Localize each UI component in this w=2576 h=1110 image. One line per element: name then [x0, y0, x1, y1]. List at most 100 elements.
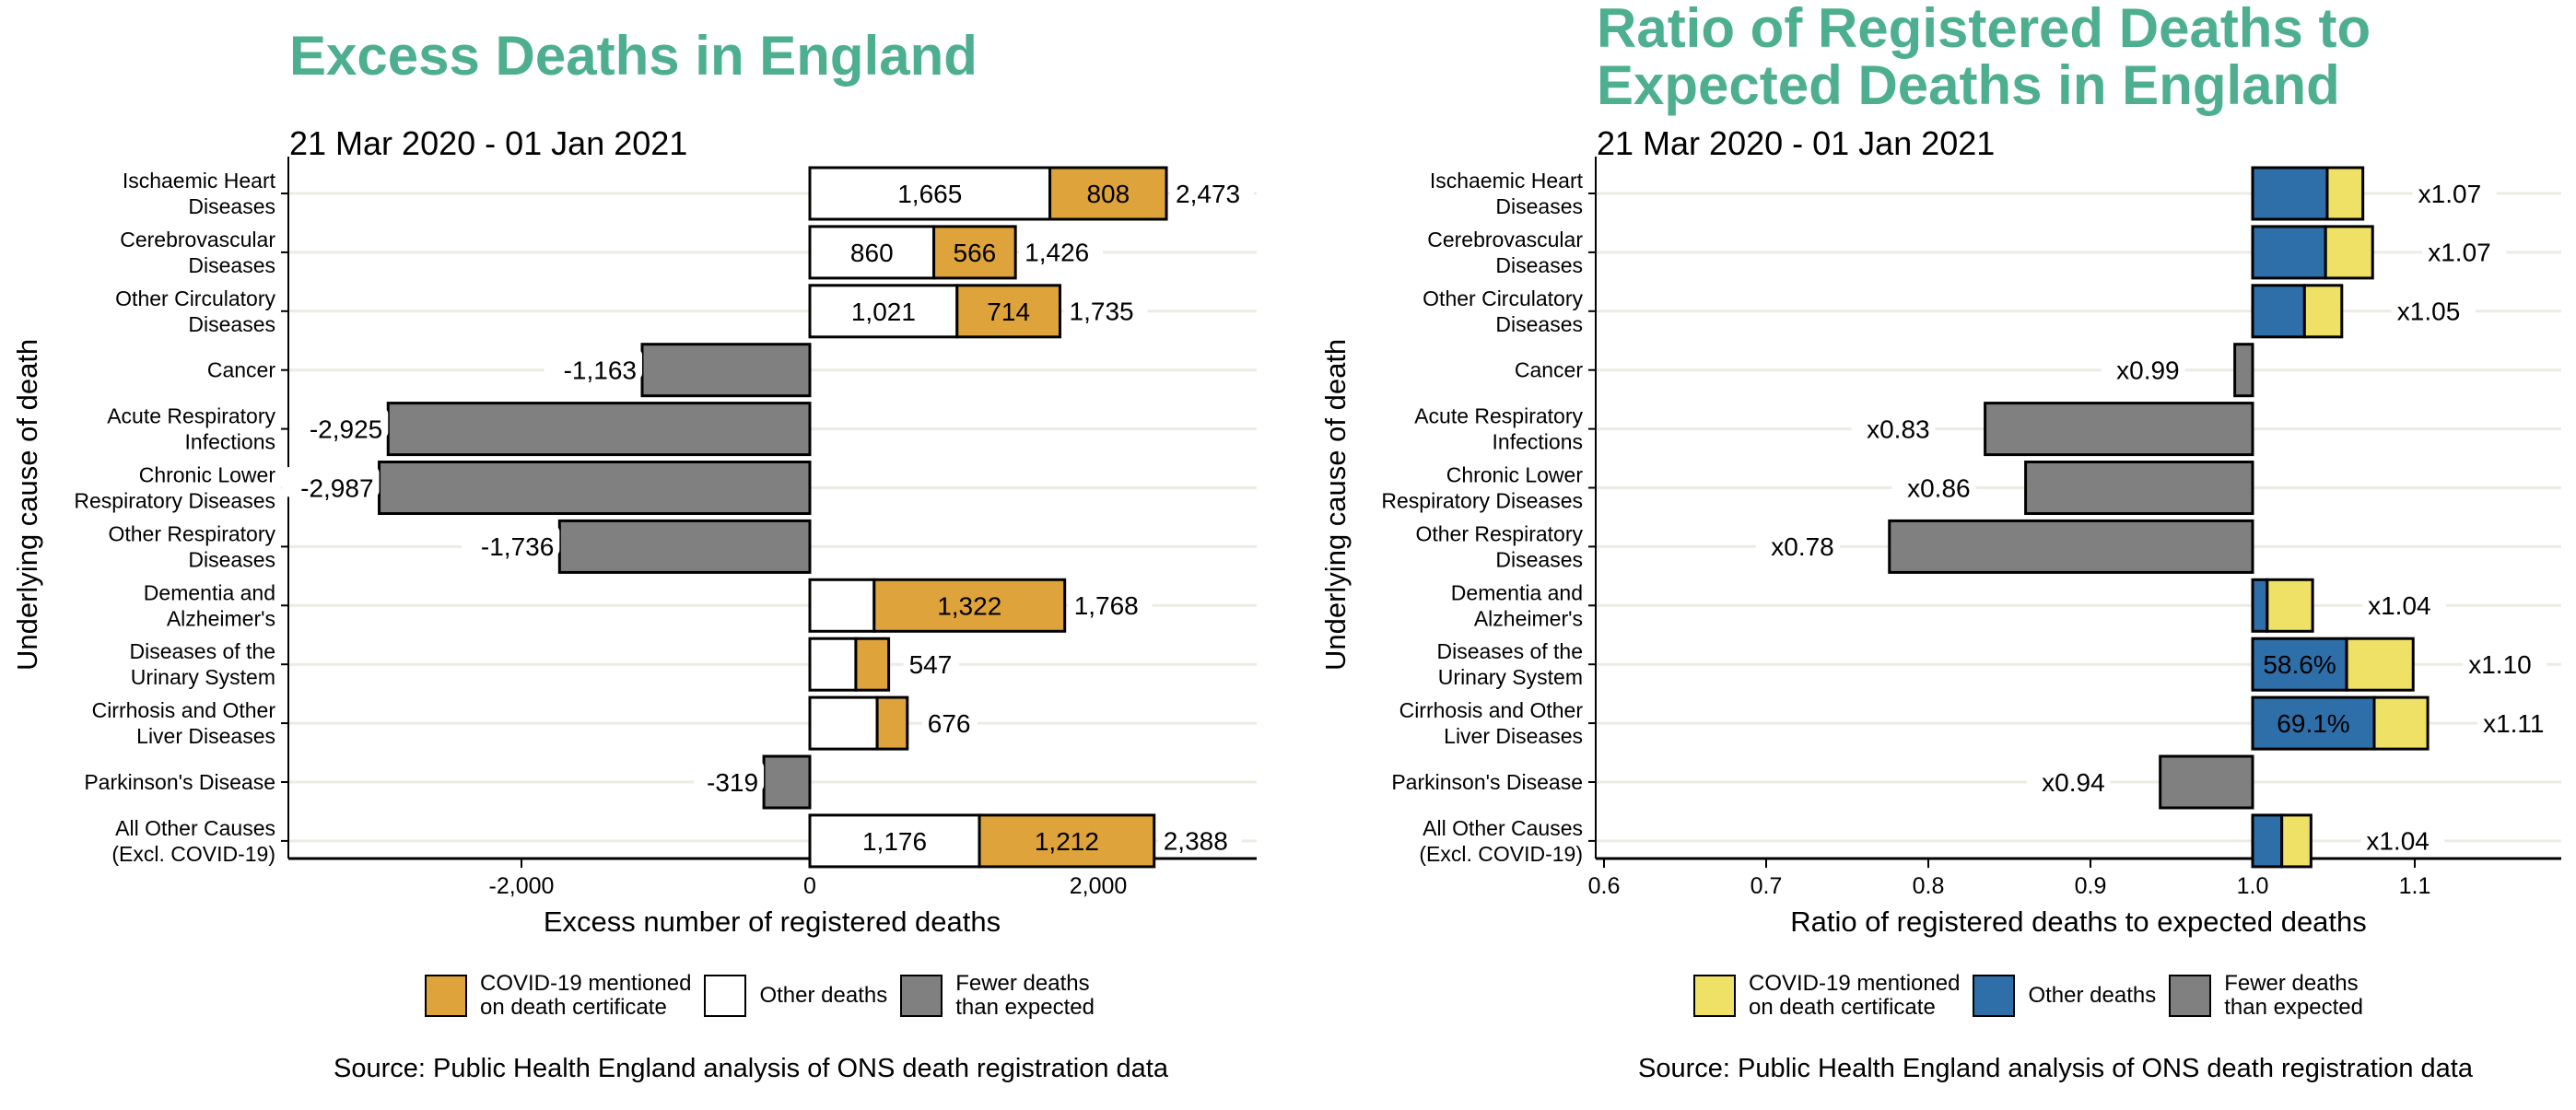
right-y-tick-label-line: Respiratory Diseases [1381, 489, 1583, 513]
legend-label: than expected [955, 995, 1095, 1020]
right-ratio-label-bg [2463, 643, 2547, 673]
left-y-tick-label: Dementia and Alzheimer's [144, 580, 275, 630]
legend-swatch-other [1973, 975, 2016, 1017]
left-y-tick-label-line: Dementia and [144, 580, 275, 604]
right-y-tick-label: Diseases of the Urinary System [1436, 639, 1583, 689]
left-y-tick-label-line: Other Circulatory [115, 286, 275, 310]
right-chart-subtitle: 21 Mar 2020 - 01 Jan 2021 [1597, 124, 1996, 162]
right-bar-fewer [1984, 402, 2254, 457]
left-bar-other [808, 578, 876, 633]
right-y-tick-label: Cancer [1515, 358, 1583, 382]
right-ratio-label: x0.99 [2116, 356, 2180, 385]
left-total-label-bg [1170, 172, 1255, 203]
right-bar-covid [2325, 166, 2365, 221]
right-ratio-label: x0.94 [2042, 768, 2105, 797]
left-total-label: -1,163 [564, 356, 637, 385]
right-x-tick-label: 0.7 [1751, 873, 1783, 899]
left-other-label: 1,176 [862, 827, 927, 856]
left-total-label-bg [921, 702, 978, 732]
right-ratio-label-bg [1851, 408, 1936, 438]
left-y-tick-label-line: Infections [185, 430, 275, 454]
left-bar-other [808, 695, 879, 751]
left-y-tick-label-line: Parkinson's Disease [84, 770, 275, 794]
left-covid-label: 1,212 [1035, 827, 1099, 856]
left-total-label-bg [903, 643, 959, 673]
right-ratio-label: x1.04 [2368, 591, 2431, 620]
legend-label: Other deaths [2028, 983, 2157, 1008]
legend-item-other: Other deaths [1973, 975, 2156, 1017]
left-bar-fewer [386, 402, 812, 457]
legend-label: Other deaths [759, 983, 888, 1008]
right-y-tick-label-line: Diseases [1495, 312, 1583, 336]
right-x-tick-label: 0.9 [2075, 873, 2107, 899]
left-bar-fewer [640, 343, 812, 398]
left-total-label: 2,473 [1176, 180, 1240, 208]
right-y-tick-label: Acute Respiratory Infections [1414, 404, 1583, 454]
left-y-tick-label-line: Chronic Lower [139, 463, 276, 487]
right-ratio-label: x0.78 [1771, 532, 1834, 561]
right-y-tick-label-line: Acute Respiratory [1414, 404, 1583, 428]
left-y-tick-label-line: Other Respiratory [108, 521, 275, 545]
right-inner-label: 58.6% [2263, 650, 2336, 679]
right-y-tick-label-line: Cancer [1515, 358, 1583, 382]
right-y-tick-label-line: Diseases [1495, 547, 1583, 571]
left-y-tick-label-line: Respiratory Diseases [74, 489, 275, 513]
right-ratio-label: x0.86 [1907, 473, 1971, 502]
right-ratio-label: x1.07 [2418, 180, 2482, 208]
right-ratio-label-bg [2026, 761, 2111, 791]
left-y-tick-label: Cirrhosis and Other Liver Diseases [92, 698, 276, 748]
left-covid-label: 1,322 [937, 591, 1001, 620]
left-x-tick-label: 0 [803, 873, 816, 899]
left-total-label: 676 [928, 709, 971, 738]
legend-label: COVID-19 mentioned [1749, 971, 1961, 996]
right-y-tick-label: Parkinson's Disease [1391, 770, 1583, 794]
left-y-tick-label: Cerebrovascular Diseases [120, 228, 275, 277]
right-bar-fewer [2159, 754, 2254, 810]
left-covid-label: 714 [987, 298, 1030, 326]
left-source-note: Source: Public Health England analysis o… [334, 1054, 1168, 1083]
right-ratio-label-bg [2477, 702, 2562, 732]
left-y-tick-label: Diseases of the Urinary System [129, 639, 275, 689]
right-y-tick-label-line: All Other Causes [1423, 816, 1583, 840]
left-x-axis-title: Excess number of registered deaths [543, 906, 1001, 938]
right-x-tick-label: 1.1 [2399, 873, 2431, 899]
right-chart-title: Ratio of Registered Deaths to Expected D… [1597, 0, 2371, 114]
right-y-tick-label-line: Cerebrovascular [1427, 228, 1583, 251]
right-ratio-label: x1.07 [2428, 239, 2491, 267]
right-y-tick-label: Other Circulatory Diseases [1423, 286, 1583, 336]
right-y-tick-label-line: Alzheimer's [1474, 606, 1583, 630]
right-y-tick-label-line: Infections [1493, 430, 1583, 454]
left-total-label: 1,768 [1074, 591, 1139, 620]
legend-label: on death certificate [480, 995, 667, 1020]
right-bar-other [2251, 225, 2327, 280]
left-y-tick-label-line: Acute Respiratory [107, 404, 275, 428]
right-title-line-2: Expected Deaths in England [1597, 54, 2340, 116]
right-y-tick-label-line: Parkinson's Disease [1391, 770, 1583, 794]
right-y-tick-label-line: Diseases [1495, 253, 1583, 277]
right-legend: COVID-19 mentioned on death certificate O… [1693, 972, 2376, 1020]
right-y-tick-label-line: Diseases [1495, 194, 1583, 218]
right-bar-other [2251, 166, 2329, 221]
left-y-tick-label: Other Respiratory Diseases [108, 521, 275, 571]
legend-item-other: Other deaths [704, 975, 887, 1017]
left-y-tick-label: Parkinson's Disease [84, 770, 275, 794]
left-total-label-bg [694, 761, 765, 791]
left-total-label-bg [1019, 231, 1104, 262]
right-source-note: Source: Public Health England analysis o… [1638, 1054, 2473, 1083]
left-y-tick-label-line: (Excl. COVID-19) [111, 842, 275, 866]
left-total-label: -1,736 [481, 532, 554, 561]
right-bar-covid [2302, 284, 2344, 339]
right-y-tick-label-line: Urinary System [1438, 665, 1583, 689]
left-total-label-bg [1157, 820, 1242, 850]
right-bar-other [2251, 284, 2306, 339]
left-bar-covid [854, 637, 891, 692]
left-total-label: -2,925 [310, 415, 382, 443]
right-x-tick-label: 0.8 [1913, 873, 1945, 899]
left-bar-covid [932, 225, 1017, 280]
right-x-tick-label: 0.6 [1588, 873, 1621, 899]
right-ratio-label-bg [2412, 172, 2497, 203]
left-total-label: 1,426 [1025, 239, 1089, 267]
legend-label: Fewer deaths [2224, 971, 2359, 996]
legend-swatch-other [704, 975, 747, 1017]
